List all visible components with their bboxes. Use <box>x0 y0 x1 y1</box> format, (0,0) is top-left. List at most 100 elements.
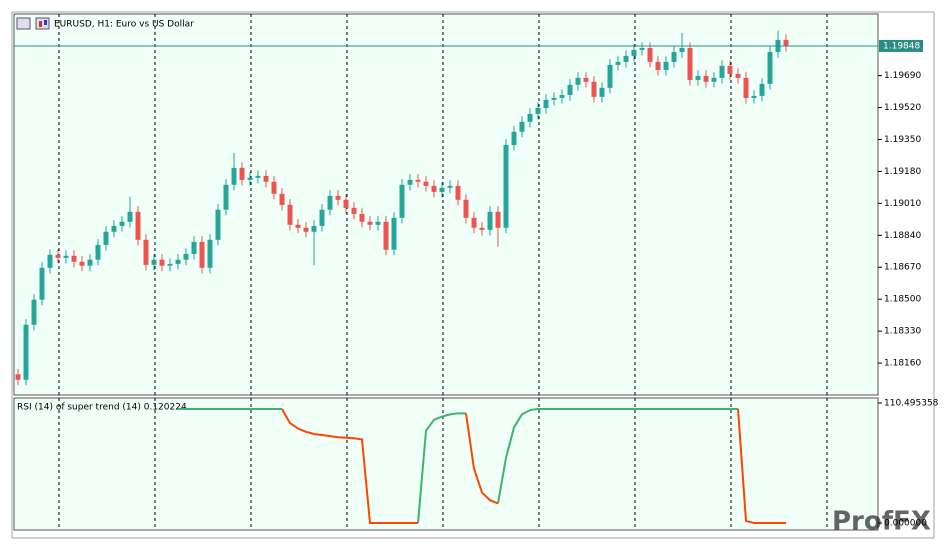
candle-body <box>727 65 733 74</box>
icon <box>44 20 47 25</box>
icon <box>16 17 31 30</box>
y-tick-label: 1.19690 <box>884 71 921 81</box>
candle-body <box>399 184 405 218</box>
candle-body <box>703 75 709 82</box>
candle-body <box>23 324 29 380</box>
candle-body <box>431 185 437 192</box>
candle-body <box>343 199 349 208</box>
icon <box>39 21 42 27</box>
candle-body <box>639 48 645 50</box>
candle-body <box>407 179 413 185</box>
candle-body <box>335 195 341 200</box>
candle-body <box>439 187 445 192</box>
candle-body <box>655 61 661 70</box>
candle-body <box>759 83 765 96</box>
candle-body <box>359 213 365 222</box>
candle-body <box>223 184 229 210</box>
candle-body <box>383 221 389 250</box>
candle-body <box>503 144 509 228</box>
candle-body <box>103 231 109 245</box>
watermark: ProfFX <box>832 507 931 537</box>
candle-body <box>367 221 373 225</box>
candle-body <box>239 167 245 180</box>
candle-body <box>631 49 637 56</box>
candle-body <box>135 211 141 240</box>
candle-body <box>303 227 309 232</box>
candle-body <box>519 121 525 132</box>
candle-body <box>63 255 69 258</box>
candle-body <box>679 48 685 52</box>
window-frame <box>11 11 935 539</box>
candle-body <box>127 211 133 222</box>
y-tick-label: 1.18500 <box>884 295 921 305</box>
candle-body <box>487 211 493 230</box>
y-tick-label: 1.18330 <box>884 327 921 337</box>
candle-body <box>247 177 253 180</box>
candle-body <box>327 195 333 210</box>
candle-body <box>647 48 653 62</box>
candle-body <box>623 55 629 62</box>
candle-body <box>351 207 357 214</box>
main-pane <box>13 13 879 396</box>
candle-body <box>495 211 501 228</box>
last-price-box <box>879 39 923 52</box>
y-tick-label: 1.19010 <box>884 199 921 209</box>
icon <box>35 17 50 30</box>
candle-body <box>751 95 757 98</box>
candle-body <box>711 77 717 82</box>
candle-body <box>567 84 573 95</box>
candle-body <box>455 185 461 200</box>
candle-body <box>535 107 541 114</box>
candle-body <box>551 97 557 100</box>
candle-body <box>583 77 589 82</box>
candle-body <box>71 255 77 262</box>
candle-body <box>391 217 397 250</box>
candle-body <box>15 374 21 380</box>
candle-body <box>271 181 277 194</box>
symbol-icons <box>16 17 50 30</box>
candle-body <box>279 193 285 205</box>
candle-body <box>599 87 605 97</box>
candle-body <box>119 221 125 226</box>
candle-body <box>575 77 581 85</box>
y-tick-label: 1.19180 <box>884 167 921 177</box>
candle-body <box>591 81 597 97</box>
indicator-title: RSI (14) of super trend (14) 0.120224 <box>17 403 187 413</box>
candle-body <box>175 259 181 264</box>
y-tick-label: 1.18840 <box>884 231 921 241</box>
candle-body <box>95 244 101 260</box>
candle-body <box>743 77 749 98</box>
candle-body <box>255 175 261 178</box>
candle-body <box>783 39 789 46</box>
candle-body <box>415 179 421 182</box>
candle-body <box>607 64 613 88</box>
candle-body <box>447 185 453 188</box>
y-tick-label: 1.18670 <box>884 263 921 273</box>
candle-body <box>527 113 533 122</box>
y-tick-label: 0.000000 <box>884 519 927 529</box>
candle-body <box>559 94 565 98</box>
candle-body <box>543 99 549 108</box>
candle-body <box>319 209 325 226</box>
candle-body <box>47 254 53 268</box>
indicator-line <box>178 407 738 524</box>
candle-body <box>687 48 693 80</box>
last-price-label: 1.19848 <box>883 41 920 51</box>
chart-title: EURUSD, H1: Euro vs US Dollar <box>54 20 194 30</box>
y-tick-label: 1.19520 <box>884 103 921 113</box>
separators <box>58 14 828 530</box>
candle-body <box>511 131 517 145</box>
y-tick-label: 1.19350 <box>884 135 921 145</box>
candle-body <box>375 221 381 225</box>
candle-body <box>167 263 173 266</box>
candle-body <box>159 259 165 266</box>
candle-body <box>479 227 485 230</box>
candle-body <box>143 239 149 265</box>
candle-body <box>263 175 269 182</box>
candle-body <box>663 61 669 70</box>
candle-body <box>671 51 677 62</box>
candle-body <box>735 73 741 78</box>
candle-body <box>423 181 429 186</box>
candle-body <box>287 204 293 225</box>
